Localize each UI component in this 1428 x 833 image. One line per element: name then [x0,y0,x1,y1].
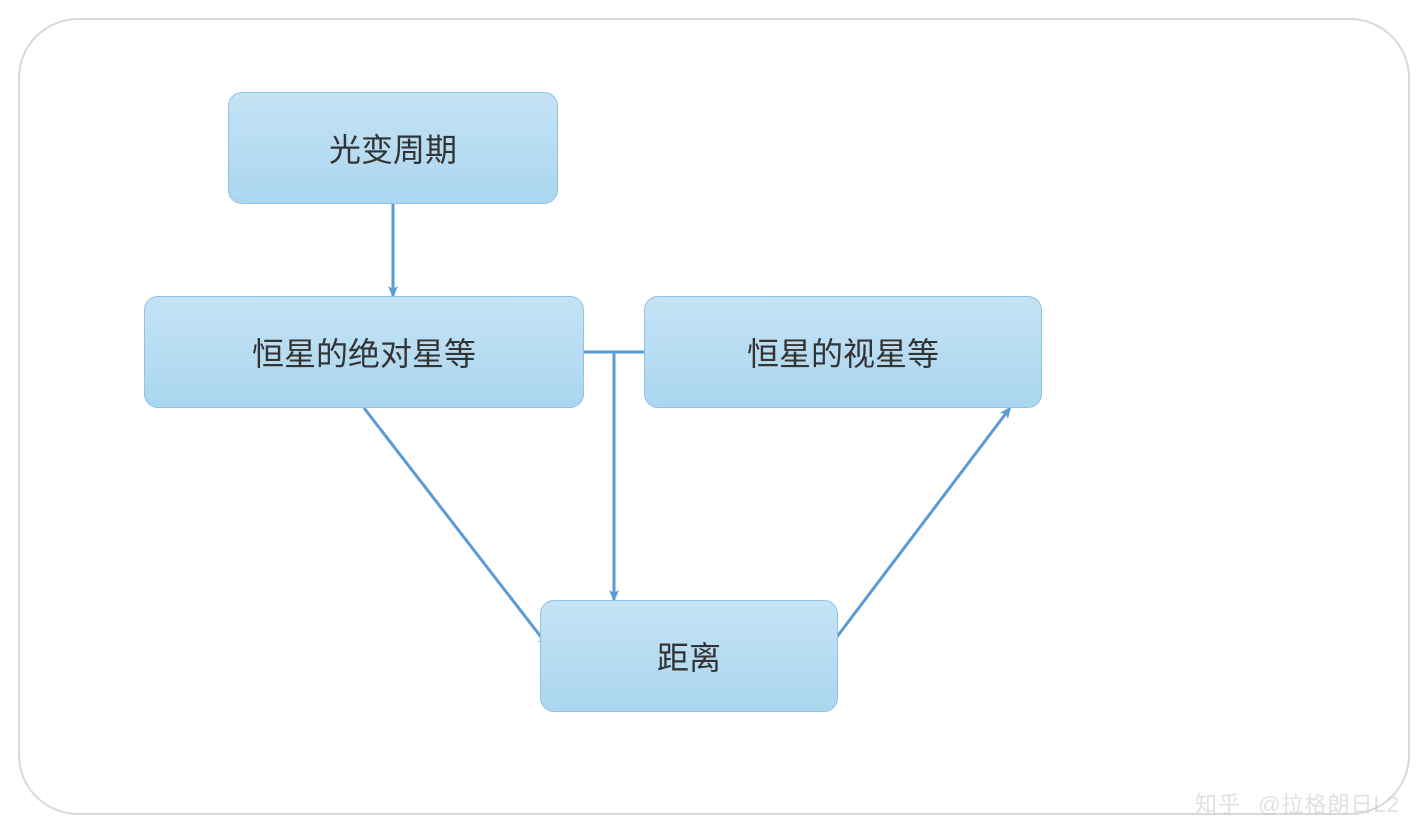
node-absolute-magnitude: 恒星的绝对星等 [144,296,584,408]
node-label: 恒星的视星等 [747,329,939,375]
node-label: 距离 [657,633,721,679]
node-light-period: 光变周期 [228,92,558,204]
watermark-handle: @拉格朗日L2 [1258,792,1400,817]
watermark: 知乎 @拉格朗日L2 [1195,787,1400,819]
node-label: 恒星的绝对星等 [252,329,476,375]
watermark-brand: 知乎 [1195,792,1241,817]
node-distance: 距离 [540,600,838,712]
node-label: 光变周期 [329,125,457,171]
node-apparent-magnitude: 恒星的视星等 [644,296,1042,408]
